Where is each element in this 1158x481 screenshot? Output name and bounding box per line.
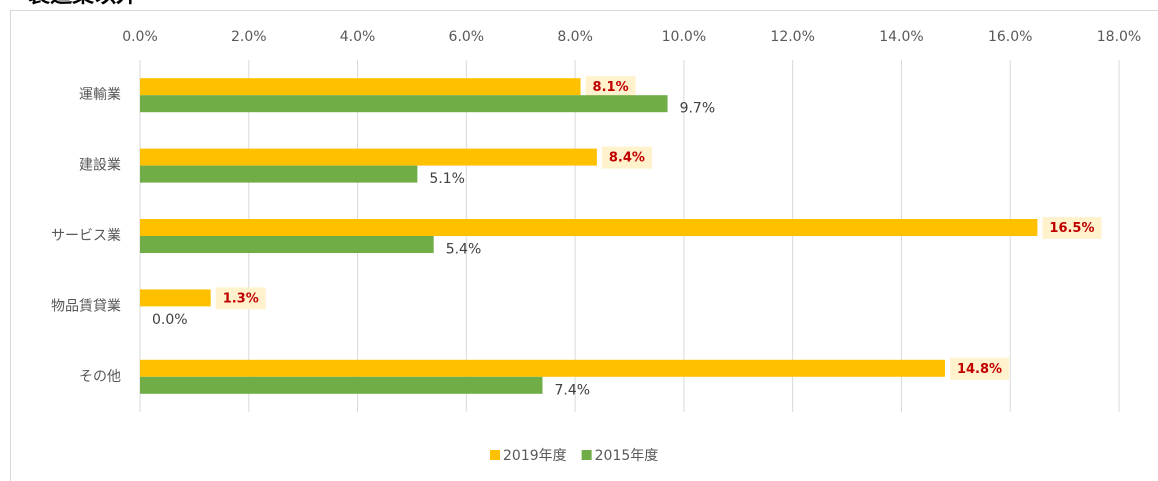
legend-swatch xyxy=(581,450,592,460)
legend-label: 2015年度 xyxy=(595,448,659,464)
bar xyxy=(140,289,211,307)
bar xyxy=(140,148,597,166)
x-tick-label: 6.0% xyxy=(449,29,485,45)
y-tick-label: 物品賃貸業 xyxy=(51,298,121,314)
data-label-box xyxy=(215,287,266,310)
y-tick-label: その他 xyxy=(79,369,121,385)
x-tick-label: 16.0% xyxy=(988,29,1032,45)
bar xyxy=(140,95,668,113)
data-label: 8.4% xyxy=(609,151,645,166)
y-tick-label: 建設業 xyxy=(79,158,121,174)
data-label: 5.4% xyxy=(446,242,482,258)
legend-label: 2019年度 xyxy=(503,448,567,464)
data-label: 1.3% xyxy=(223,291,259,306)
bar xyxy=(140,165,418,183)
x-tick-label: 14.0% xyxy=(879,29,923,45)
data-label: 16.5% xyxy=(1049,221,1094,236)
data-label-box xyxy=(1042,217,1102,239)
data-label-box xyxy=(585,76,636,99)
bar xyxy=(140,359,945,377)
x-tick-label: 4.0% xyxy=(340,29,376,45)
legend-swatch xyxy=(490,450,500,460)
data-label: 9.7% xyxy=(680,101,716,117)
data-label: 0.0% xyxy=(152,312,188,328)
bar xyxy=(140,236,434,253)
y-tick-label: 運輸業 xyxy=(79,87,121,103)
data-label-box xyxy=(949,357,1010,380)
x-tick-label: 0.0% xyxy=(122,29,158,45)
x-tick-label: 10.0% xyxy=(662,29,706,45)
x-tick-label: 2.0% xyxy=(231,29,267,45)
x-tick-label: 18.0% xyxy=(1097,29,1141,45)
chart-title: 製造業以外 xyxy=(27,0,138,8)
bar xyxy=(140,376,543,394)
data-label: 8.1% xyxy=(593,80,629,95)
x-tick-label: 12.0% xyxy=(770,29,814,45)
data-label: 7.4% xyxy=(554,382,590,398)
data-label: 5.1% xyxy=(429,171,465,187)
data-label: 14.8% xyxy=(957,362,1002,377)
chart-frame xyxy=(10,10,1158,481)
bar xyxy=(140,219,1038,236)
data-label-box xyxy=(601,146,652,169)
y-tick-label: サービス業 xyxy=(51,228,121,244)
bar xyxy=(140,78,581,96)
x-tick-label: 8.0% xyxy=(557,29,593,45)
